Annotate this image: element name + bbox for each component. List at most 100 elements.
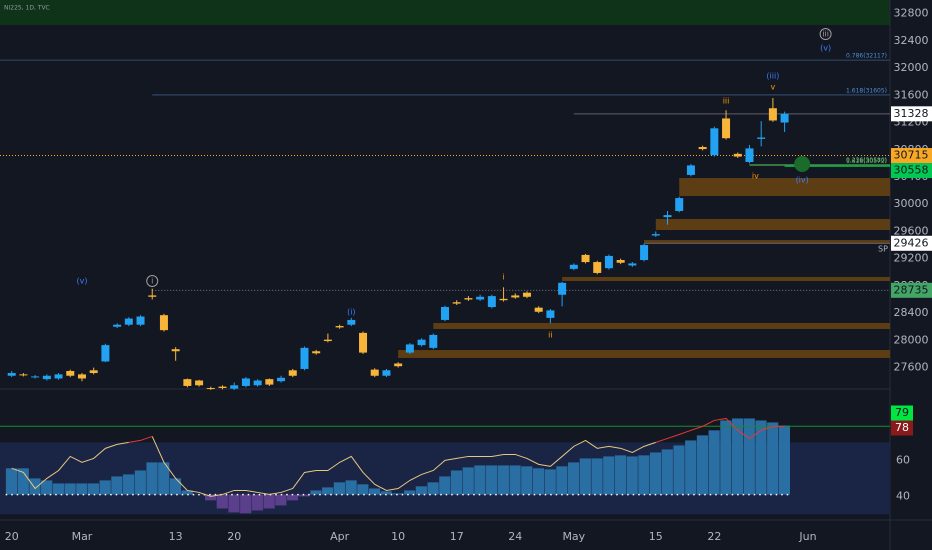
price-label: 30558 (894, 164, 929, 177)
price-label: 28735 (894, 283, 929, 296)
candle-body (159, 315, 168, 331)
histogram-bar (99, 480, 111, 495)
histogram-bar (228, 494, 240, 513)
wave-label: (iii) (766, 71, 779, 80)
y-tick-label: 28000 (894, 333, 929, 346)
histogram-bar (591, 458, 603, 495)
candle-body (54, 374, 63, 379)
wave-label: ii (548, 330, 552, 339)
price-label-bg (891, 282, 932, 298)
histogram-bar (649, 452, 662, 495)
histogram-bar (532, 468, 545, 495)
price-label: 29426 (894, 236, 929, 249)
candle-body (663, 215, 672, 218)
candle-body (698, 147, 707, 150)
candle-body (616, 260, 625, 263)
histogram-bar (767, 422, 779, 495)
x-tick-label: 24 (508, 530, 522, 543)
histogram-bar (497, 465, 509, 495)
annotation-circle (819, 28, 832, 41)
wave-label: SP (878, 245, 888, 254)
histogram-bar (380, 491, 392, 495)
x-tick-label: 10 (391, 530, 405, 543)
histogram-bar (450, 470, 463, 495)
x-tick-label: May (562, 530, 585, 543)
candle-body (31, 376, 40, 378)
histogram-bar (626, 456, 638, 495)
histogram-bar (392, 493, 404, 495)
candle-body (452, 302, 461, 304)
candle-body (710, 128, 719, 156)
wave-label: (i) (347, 308, 355, 317)
marker (794, 155, 811, 172)
histogram-bar (111, 476, 123, 495)
histogram-bar (614, 455, 627, 495)
histogram-bar (486, 465, 498, 495)
histogram-bar (462, 467, 474, 495)
histogram-bar (404, 490, 416, 495)
candle-body (651, 234, 660, 236)
histogram-bar (743, 418, 755, 495)
indicator-line (151, 436, 656, 497)
histogram-bar (169, 478, 182, 495)
histogram-bar (638, 455, 650, 495)
candle-body (745, 148, 754, 163)
candle-body (628, 263, 637, 266)
histogram-bar (123, 474, 135, 495)
candle-body (382, 370, 391, 376)
wave-label: i (502, 272, 504, 281)
histogram-bar (17, 468, 29, 495)
wave-label: iv (752, 172, 759, 181)
x-tick-label: 20 (227, 530, 241, 543)
histogram-bar (52, 483, 64, 495)
indicator-label: 78 (895, 421, 909, 434)
candle-body (183, 379, 192, 386)
indicator-tick-label: 40 (896, 489, 910, 502)
x-tick-label: 22 (707, 530, 721, 543)
y-tick-label: 32800 (894, 7, 929, 20)
candle-body (323, 339, 332, 342)
candle-body (113, 324, 122, 327)
candle-body (218, 386, 227, 388)
histogram-bar (345, 480, 357, 495)
candle-body (405, 344, 414, 353)
histogram-bar (568, 462, 580, 495)
price-label: 31328 (894, 107, 929, 120)
y-tick-label: 31600 (894, 88, 929, 101)
histogram-bar (216, 494, 228, 509)
histogram-bar (427, 482, 439, 495)
candle-body (370, 369, 379, 376)
wave-label: iii (822, 30, 829, 39)
price-label-bg (891, 148, 932, 164)
fib-label: 0.236(30580) (846, 157, 887, 164)
histogram-bar (286, 494, 299, 501)
candle-body (124, 318, 133, 325)
zone (433, 322, 890, 329)
top-shade (0, 0, 890, 25)
candle-body (593, 262, 602, 273)
histogram-bar (579, 458, 591, 495)
histogram-bar (64, 483, 76, 495)
candle-body (300, 347, 309, 369)
x-tick-label: Apr (330, 530, 350, 543)
candle-body (511, 295, 520, 298)
y-tick-label: 27600 (894, 361, 929, 374)
candle-body (206, 388, 215, 389)
y-tick-label: 28400 (894, 306, 929, 319)
histogram-bar (76, 483, 88, 495)
candle-body (686, 165, 695, 175)
fib-label: 0.786(32117) (846, 53, 887, 60)
candle-body (171, 349, 180, 352)
histogram-bar (41, 480, 53, 495)
candle-body (359, 332, 368, 353)
histogram-bar (696, 435, 709, 495)
candle-body (487, 296, 496, 307)
wave-label: (v) (820, 43, 831, 52)
indicator-label: 79 (895, 406, 909, 419)
histogram-bar (158, 462, 170, 495)
candle-body (441, 306, 449, 320)
histogram-bar (251, 494, 264, 511)
candle-body (640, 245, 649, 261)
candle-body (499, 298, 508, 301)
